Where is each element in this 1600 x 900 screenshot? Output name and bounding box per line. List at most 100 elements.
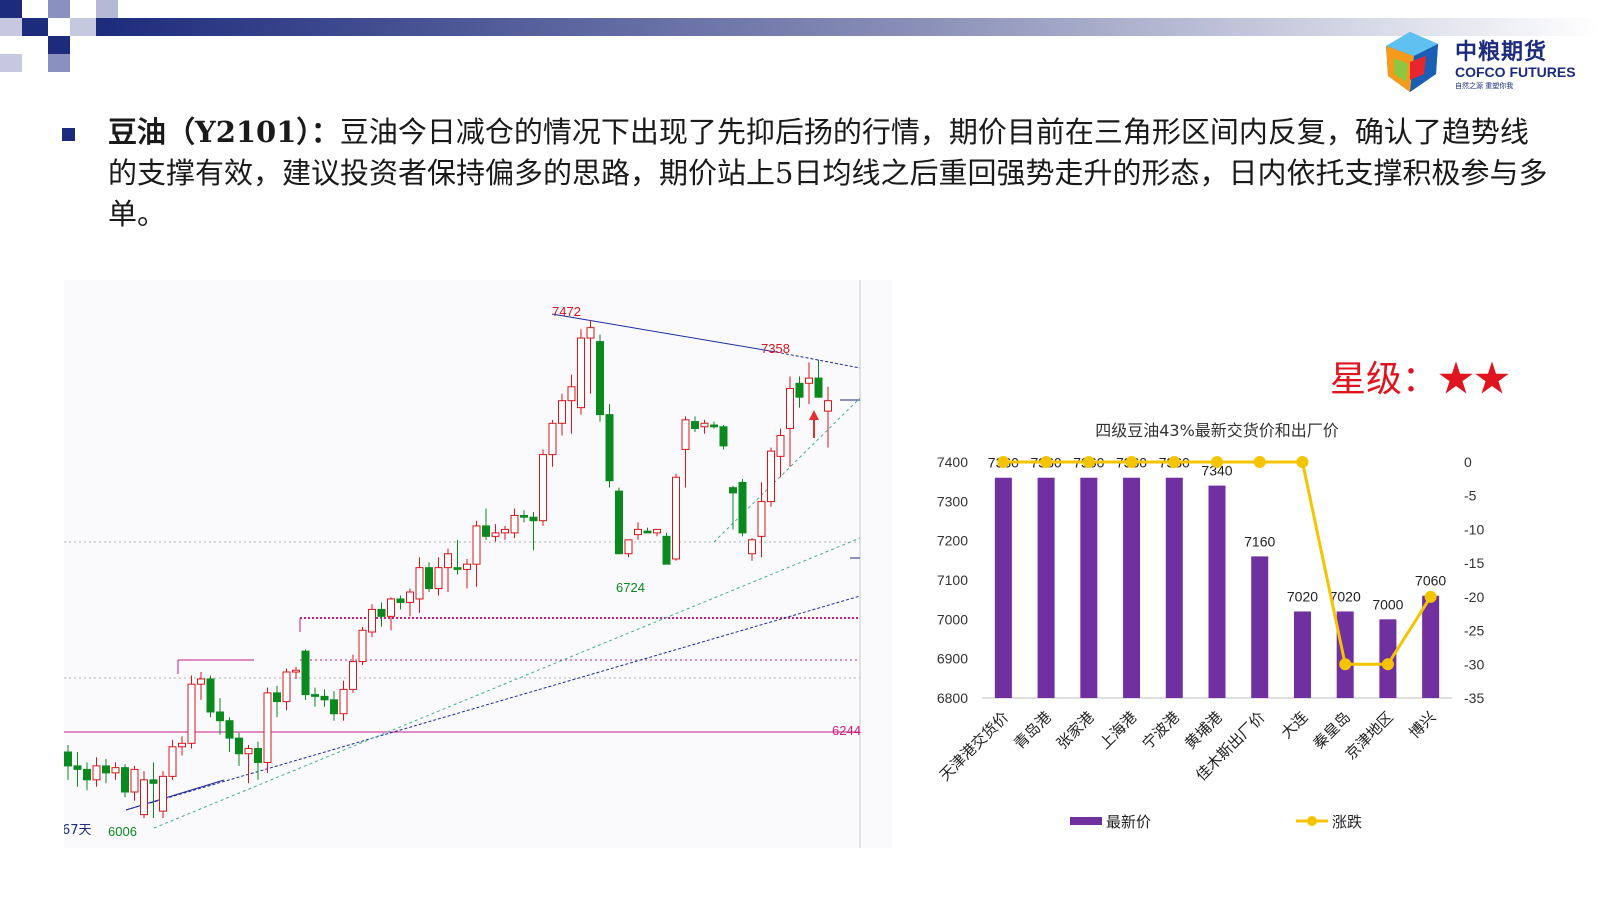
candle-up: [491, 524, 500, 542]
change-point: [1339, 658, 1352, 671]
candle-down: [425, 562, 433, 592]
low-label: 6006: [108, 824, 137, 839]
candle-down: [662, 532, 671, 565]
y2-tick-label: -30: [1464, 656, 1484, 672]
y2-tick-label: -15: [1464, 555, 1484, 571]
trend-line: [713, 397, 861, 543]
candle-down: [795, 376, 804, 408]
y-tick-label: 6900: [937, 651, 968, 667]
candle-up: [577, 329, 585, 415]
y2-tick-label: -20: [1464, 589, 1484, 605]
logo-text-cn: 中粮期货: [1455, 40, 1548, 65]
candle-down: [225, 717, 234, 752]
candle-down: [320, 689, 329, 707]
legend-bar-label: 最新价: [1106, 813, 1151, 831]
candle-down: [482, 508, 490, 540]
bar: [1422, 595, 1440, 698]
category-label: 博兴: [1406, 708, 1440, 742]
candle-up: [263, 687, 272, 773]
bar: [1080, 477, 1098, 698]
chart-title: 四级豆油43%最新交货价和出厂价: [1095, 421, 1339, 440]
candle-up: [634, 522, 642, 540]
candle-up: [92, 757, 101, 787]
candlestick-chart: 7472 7358 6724 6006 6244 67天: [64, 280, 892, 848]
legend-line-label: 涨跌: [1332, 813, 1362, 831]
candle-up: [653, 528, 661, 537]
bar: [1037, 477, 1055, 698]
candle-up: [700, 419, 709, 434]
legend-bar-swatch: [1070, 817, 1102, 825]
second-high-label: 7358: [761, 341, 790, 356]
candle-down: [453, 539, 462, 575]
category-label: 京津地区: [1342, 708, 1397, 763]
change-point: [1082, 456, 1095, 468]
logo-text-en: COFCO FUTURES: [1455, 64, 1576, 80]
candle-up: [111, 762, 120, 780]
candle-up: [539, 449, 547, 526]
candle-up: [244, 745, 253, 784]
change-point: [997, 456, 1010, 468]
bar-value-label: 7020: [1330, 588, 1361, 604]
y-tick-label: 7200: [937, 533, 968, 549]
bar: [1336, 611, 1354, 698]
candle-up: [672, 473, 680, 561]
high-label: 7472: [552, 304, 581, 319]
candle-up: [757, 482, 766, 558]
candlestick-svg: 7472 7358 6724 6006 6244 67天: [64, 280, 861, 848]
trend-line: [153, 537, 861, 829]
candle-up: [748, 538, 756, 561]
candle-up: [805, 362, 813, 405]
candle-down: [520, 510, 528, 523]
candle-down: [643, 527, 652, 534]
y2-tick-label: -35: [1464, 690, 1484, 706]
candle-up: [368, 604, 376, 638]
price-bar-chart: 四级豆油43%最新交货价和出厂价 6800 6900 7000 7100 7200 7300…: [930, 420, 1540, 870]
category-label: 大连: [1277, 708, 1311, 742]
change-point: [1211, 456, 1223, 468]
bar-value-label: 7020: [1287, 588, 1318, 604]
candle-up: [472, 520, 481, 587]
header-decoration: [0, 0, 1600, 72]
change-point: [1381, 658, 1394, 671]
change-point: [1253, 456, 1266, 468]
bar-value-label: 7160: [1244, 533, 1275, 549]
candle-down: [73, 752, 82, 787]
candle-down: [738, 478, 747, 537]
logo-tagline: 自然之源 重塑你我: [1455, 82, 1514, 90]
change-point: [1040, 456, 1053, 468]
candle-up: [159, 771, 167, 819]
candle-up: [140, 771, 148, 819]
day-count-label: 67天: [64, 823, 92, 838]
candle-down: [691, 416, 699, 432]
candle-up: [178, 736, 186, 756]
candle-up: [130, 765, 139, 801]
candle-down: [596, 334, 604, 422]
category-label: 天津港交货价: [936, 708, 1012, 784]
candle-down: [102, 758, 110, 784]
candle-down: [710, 421, 718, 429]
candle-down: [396, 595, 405, 610]
commentary-body: 豆油今日减仓的情况下出现了先抑后扬的行情，期价目前在三角形区间内反复，确认了趋势…: [108, 115, 1548, 231]
candle-down: [729, 485, 737, 530]
bar: [1293, 611, 1311, 698]
y2-tick-label: -25: [1464, 623, 1484, 639]
bar: [1208, 485, 1226, 698]
bar: [1123, 477, 1141, 698]
candle-up: [292, 666, 300, 679]
y2-tick-label: -5: [1464, 488, 1477, 504]
up-arrow-icon: [809, 410, 819, 438]
candle-up: [624, 539, 633, 558]
triangle-upper-line: [551, 313, 777, 353]
cofco-logo: 中粮期货 COFCO FUTURES 自然之源 重塑你我: [1380, 28, 1590, 98]
y-tick-label: 7300: [937, 493, 968, 509]
candle-up: [282, 668, 291, 711]
candle-down: [235, 732, 243, 766]
bar-value-label: 7340: [1201, 463, 1232, 479]
category-label: 青岛港: [1010, 708, 1055, 753]
candle-up: [463, 558, 471, 589]
candle-down: [311, 687, 319, 707]
candle-up: [681, 416, 690, 488]
y-tick-label: 7100: [937, 572, 968, 588]
change-point: [1296, 456, 1309, 468]
candle-down: [719, 425, 728, 450]
